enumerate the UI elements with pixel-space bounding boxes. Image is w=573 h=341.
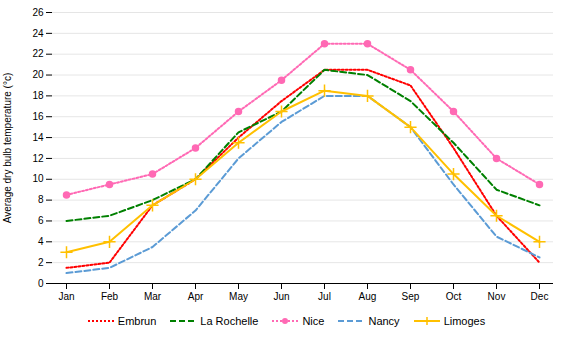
svg-text:6: 6 xyxy=(38,215,44,226)
html-text:Embrun: Embrun xyxy=(117,315,157,327)
svg-text:Oct: Oct xyxy=(446,291,462,302)
html-text:Limoges: Limoges xyxy=(443,315,486,327)
svg-text:May: May xyxy=(229,291,248,302)
svg-text:14: 14 xyxy=(32,132,44,143)
svg-text:16: 16 xyxy=(32,111,44,122)
svg-text:8: 8 xyxy=(38,194,44,205)
svg-text:24: 24 xyxy=(32,28,44,39)
svg-text:Sep: Sep xyxy=(402,291,420,302)
svg-text:Jun: Jun xyxy=(273,291,289,302)
svg-text:0: 0 xyxy=(38,278,44,289)
svg-text:26: 26 xyxy=(32,7,44,18)
svg-text:Jan: Jan xyxy=(58,291,74,302)
svg-text:Nov: Nov xyxy=(488,291,506,302)
svg-text:4: 4 xyxy=(38,236,44,247)
svg-text:10: 10 xyxy=(32,173,44,184)
svg-text:20: 20 xyxy=(32,69,44,80)
svg-text:18: 18 xyxy=(32,90,44,101)
html-text:Nice: Nice xyxy=(302,315,325,327)
html-text:La Rochelle: La Rochelle xyxy=(200,315,259,327)
svg-text:2: 2 xyxy=(38,257,44,268)
svg-text:Jul: Jul xyxy=(318,291,331,302)
svg-text:Feb: Feb xyxy=(101,291,119,302)
svg-text:Aug: Aug xyxy=(359,291,377,302)
svg-text:Apr: Apr xyxy=(188,291,204,302)
svg-text:22: 22 xyxy=(32,48,44,59)
svg-text:12: 12 xyxy=(32,153,44,164)
svg-text:Mar: Mar xyxy=(144,291,162,302)
svg-text:Average dry bulb temperature (: Average dry bulb temperature (°c) xyxy=(2,73,13,224)
svg-text:Dec: Dec xyxy=(531,291,549,302)
html-text:Nancy: Nancy xyxy=(368,315,400,327)
